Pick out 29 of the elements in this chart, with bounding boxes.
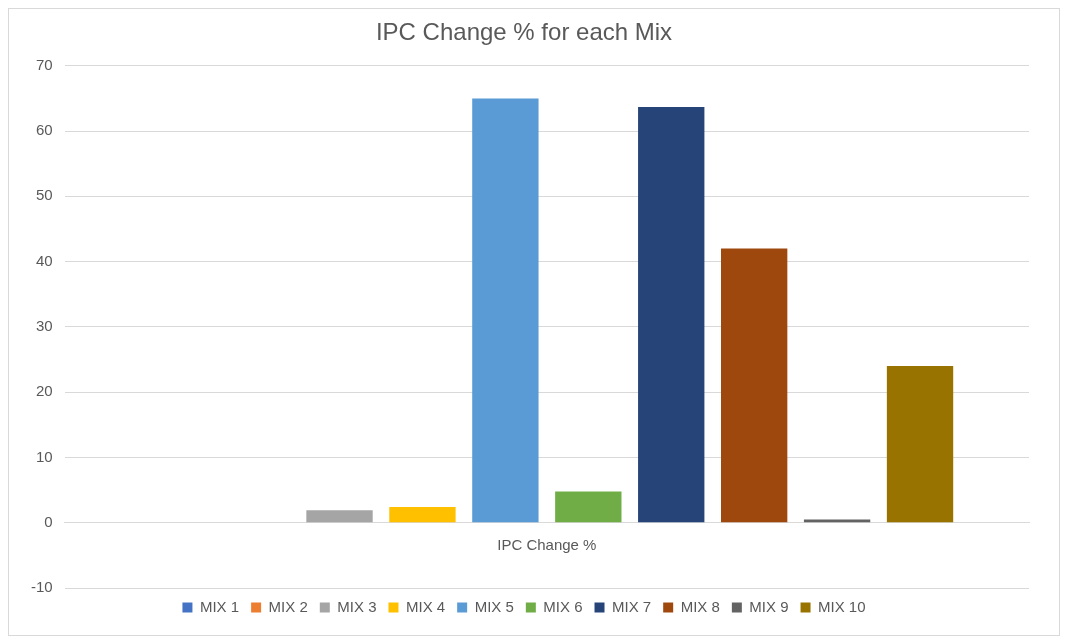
legend-label: MIX 6 bbox=[543, 597, 583, 615]
bar bbox=[306, 510, 373, 523]
legend-label: MIX 9 bbox=[749, 597, 789, 615]
y-tick-label: 70 bbox=[35, 55, 53, 73]
bar bbox=[886, 366, 954, 523]
y-tick-label: 0 bbox=[44, 512, 53, 530]
bar bbox=[638, 106, 705, 523]
legend-label: MIX 3 bbox=[337, 597, 377, 615]
bar bbox=[555, 491, 622, 523]
legend-label: MIX 4 bbox=[405, 597, 446, 615]
y-tick-label: 40 bbox=[35, 251, 53, 269]
legend-label: MIX 5 bbox=[474, 597, 514, 615]
y-tick-label: -10 bbox=[30, 578, 53, 596]
bar bbox=[389, 507, 456, 523]
y-tick-label: 20 bbox=[35, 382, 53, 400]
legend-label: MIX 7 bbox=[612, 597, 652, 615]
x-tick-label: IPC Change % bbox=[497, 535, 597, 553]
y-tick-label: 50 bbox=[35, 186, 53, 204]
legend-label: MIX 8 bbox=[680, 597, 720, 615]
legend-label: MIX 2 bbox=[268, 597, 308, 615]
chart-title: IPC Change % for each Mix bbox=[375, 18, 673, 46]
legend-label: MIX 1 bbox=[199, 597, 240, 615]
bar bbox=[803, 519, 871, 523]
y-tick-label: 30 bbox=[35, 317, 53, 335]
y-tick-label: 10 bbox=[35, 447, 53, 465]
y-tick-label: 60 bbox=[35, 121, 53, 139]
legend-label: MIX 10 bbox=[818, 597, 866, 615]
bar bbox=[721, 248, 788, 523]
bar bbox=[472, 98, 539, 523]
